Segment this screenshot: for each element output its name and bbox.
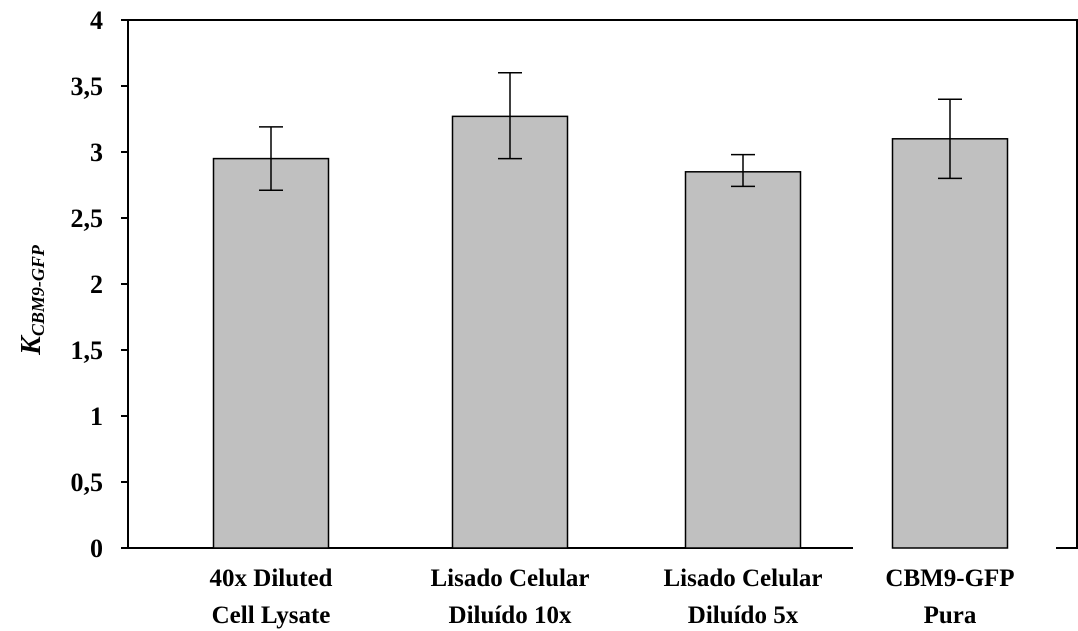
x-tick-label: CBM9-GFP (885, 565, 1014, 592)
y-tick-label: 2,5 (71, 204, 104, 233)
y-axis-label-main: K (16, 334, 47, 356)
y-axis: 0 0,5 1 1,5 2 2,5 3 3,5 4 (71, 6, 128, 563)
error-bars (259, 72, 962, 192)
y-tick-label: 2 (90, 270, 103, 299)
x-tick-label: Lisado Celular (430, 565, 589, 592)
y-tick-label: 1 (90, 402, 103, 431)
x-tick-label: Cell Lysate (212, 602, 331, 629)
bars (212, 115, 1009, 549)
x-axis: 40x Diluted Cell Lysate Lisado Celular Dilu… (210, 565, 1015, 629)
y-tick-label: 3,5 (71, 72, 104, 101)
x-tick-label: 40x Diluted (210, 565, 333, 592)
y-axis-label: KCBM9-GFP (16, 244, 48, 356)
bar (684, 171, 802, 549)
bar (212, 157, 330, 549)
y-tick-label: 0,5 (71, 468, 104, 497)
y-tick-label: 3 (90, 138, 103, 167)
y-tick-label: 1,5 (71, 336, 104, 365)
x-tick-label: Lisado Celular (663, 565, 822, 592)
x-tick-label: Pura (924, 602, 977, 629)
y-tick-label: 0 (90, 534, 103, 563)
bar (891, 138, 1009, 549)
x-tick-label: Diluído 5x (688, 602, 799, 629)
bar (451, 115, 569, 549)
y-axis-label-sub: CBM9-GFP (28, 244, 48, 336)
x-tick-label: Diluído 10x (449, 602, 572, 629)
y-tick-label: 4 (90, 6, 103, 35)
